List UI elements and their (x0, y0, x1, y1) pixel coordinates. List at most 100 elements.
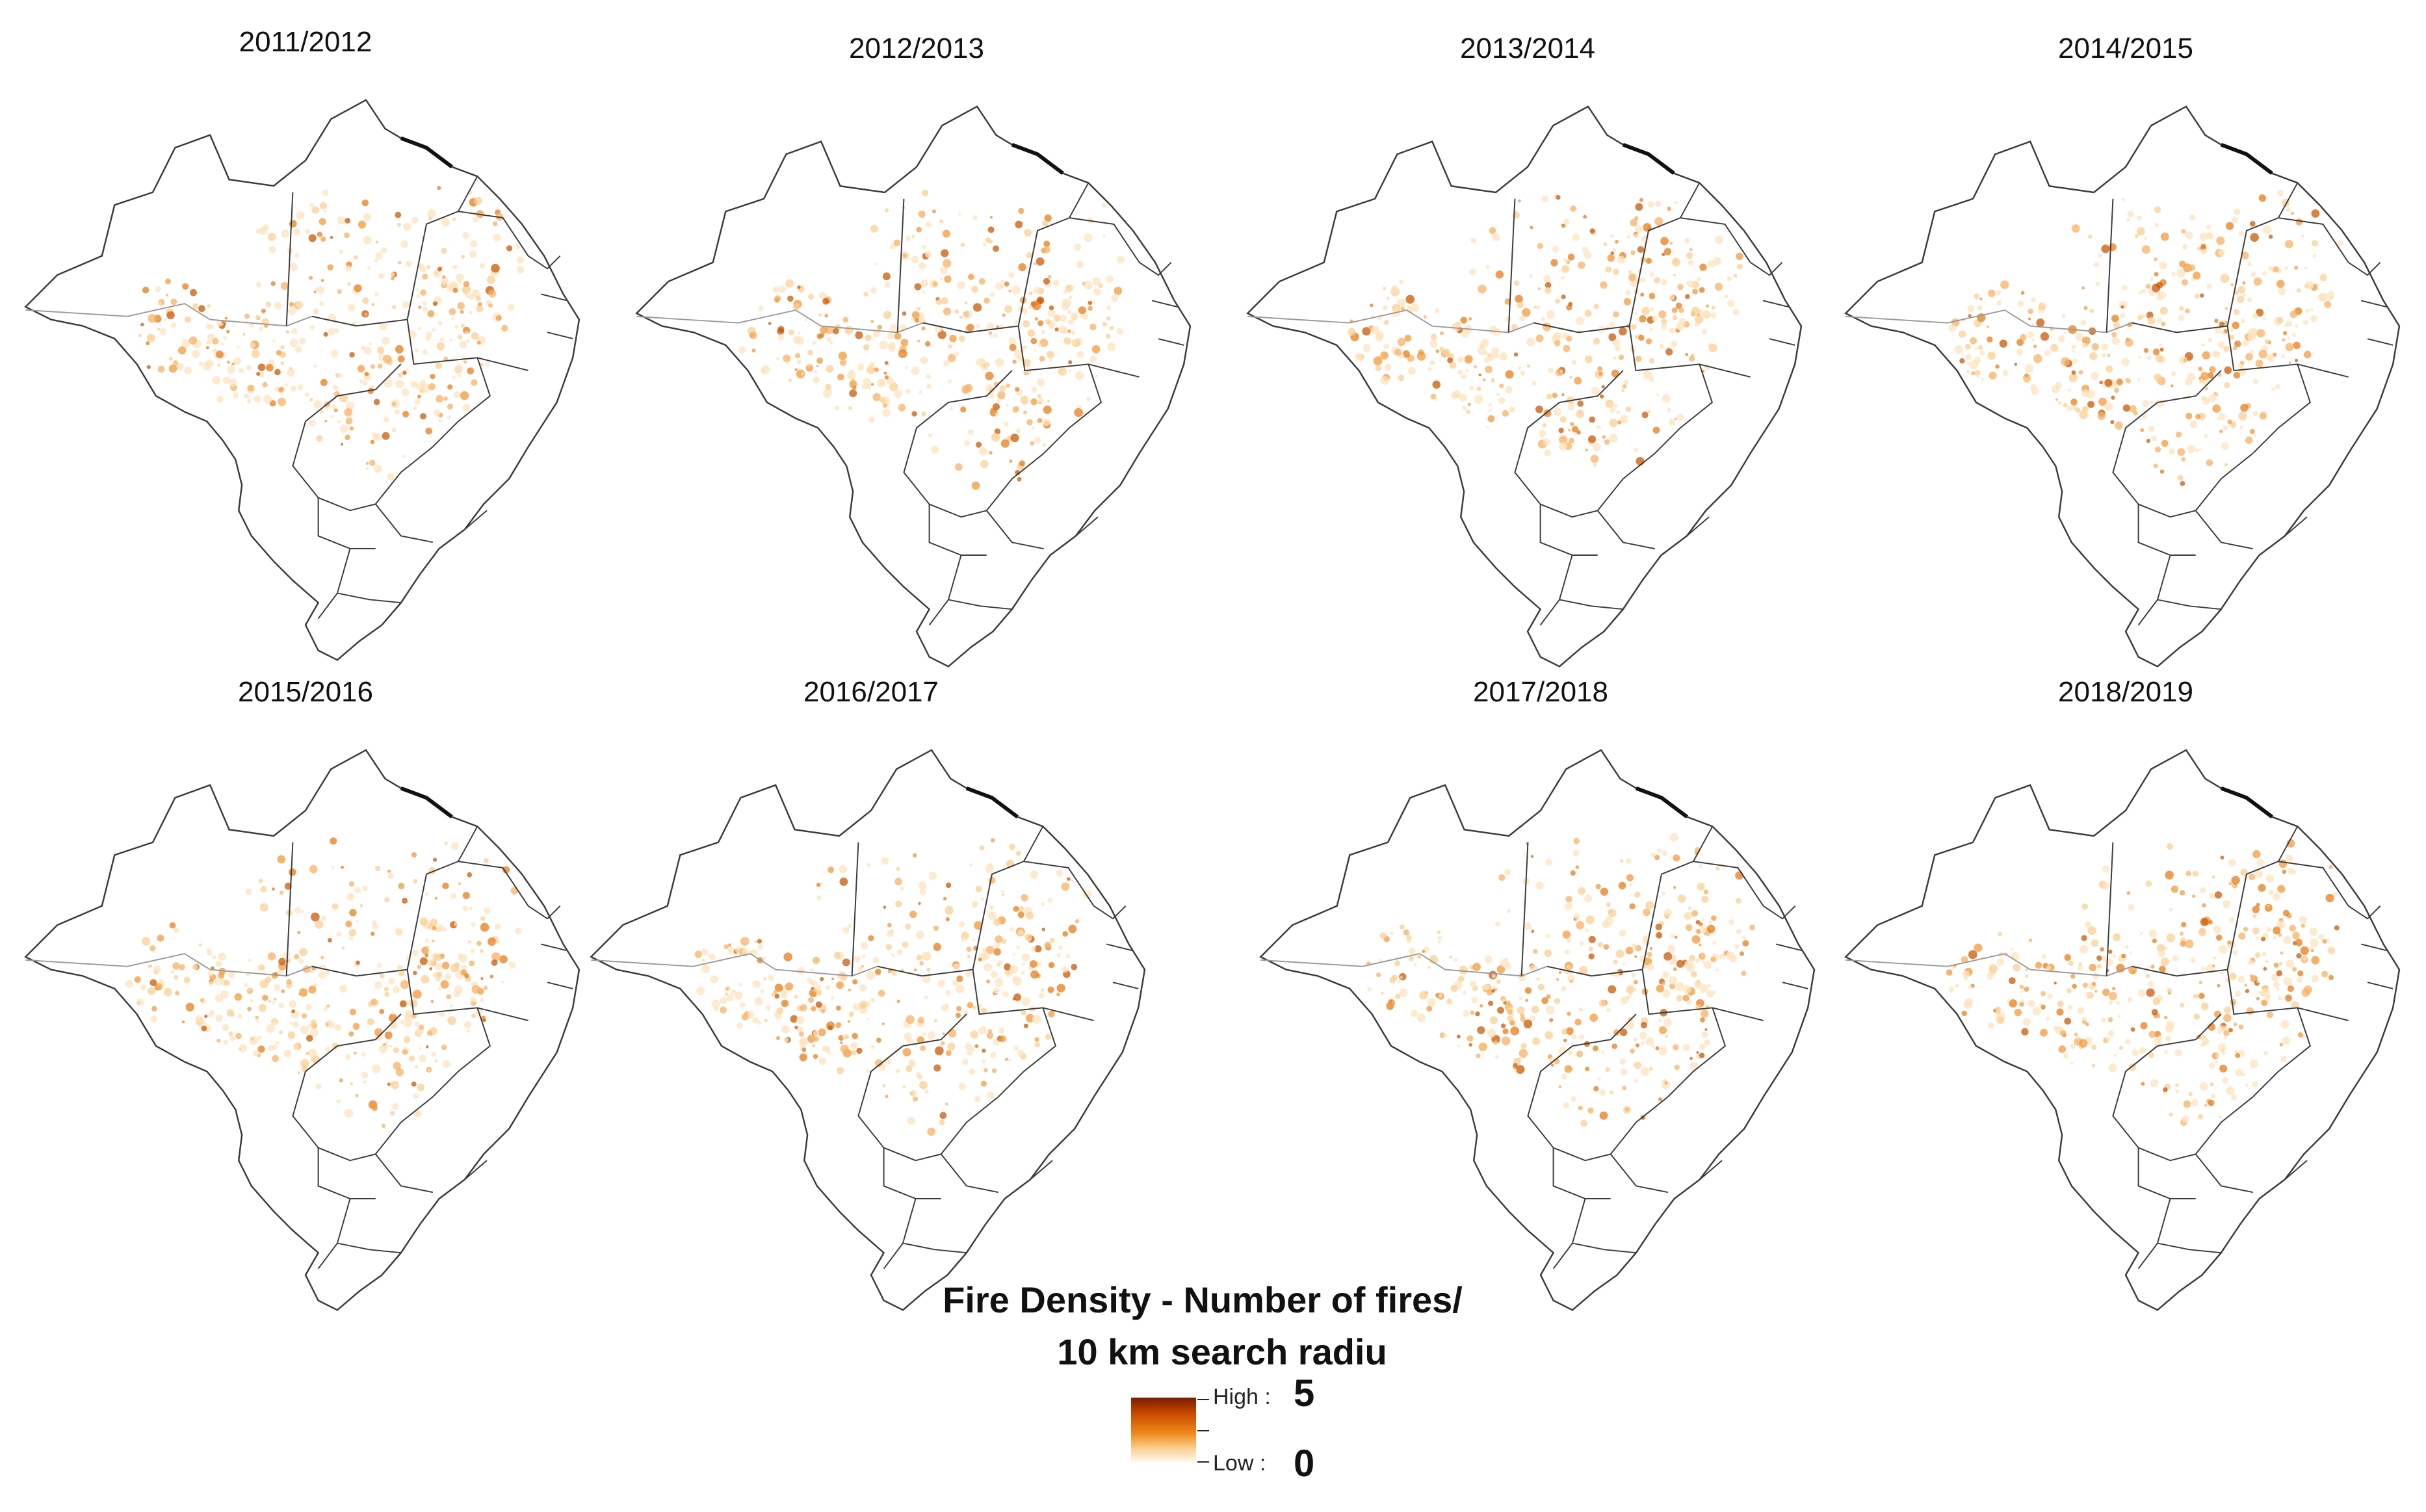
state-border (1558, 554, 1623, 610)
fire-density-spot (2081, 935, 2087, 941)
fire-density-spot (1959, 358, 1965, 364)
fire-density-spot (1480, 339, 1489, 348)
fire-density-spot (426, 265, 431, 269)
fire-density-spot (914, 283, 922, 291)
fire-density-spot (293, 1043, 300, 1050)
fire-density-spot (783, 1037, 789, 1043)
fire-density-spot (720, 1006, 727, 1014)
fire-density-spot (1608, 333, 1617, 341)
fire-density-spot (1579, 965, 1588, 975)
fire-density-spot (1567, 1050, 1573, 1056)
fire-density-spot (390, 272, 395, 277)
fire-density-spot (208, 981, 214, 986)
fire-density-spot (2310, 315, 2317, 322)
fire-density-spot (320, 410, 324, 413)
fire-density-spot (2177, 448, 2185, 456)
fire-density-spot (1694, 981, 1702, 989)
fire-density-spot (254, 395, 261, 403)
fire-density-spot (348, 1031, 354, 1037)
fire-density-spot (881, 1023, 885, 1026)
fire-density-spot (820, 882, 823, 886)
state-border (406, 826, 478, 970)
fire-density-spot (852, 1032, 858, 1039)
fire-density-spot (1487, 352, 1493, 358)
fire-density-spot (902, 1085, 906, 1088)
fire-density-spot (848, 989, 851, 992)
fire-density-spot (171, 322, 177, 328)
fire-density-spot (1088, 300, 1093, 306)
fire-density-spot (255, 315, 260, 320)
fire-density-spot (2145, 880, 2152, 887)
fire-density-spot (870, 998, 875, 1002)
fire-density-spot (1406, 938, 1412, 943)
fire-density-spot (1970, 337, 1977, 345)
state-border (1667, 1008, 1727, 1098)
fire-density-spot (2108, 1063, 2117, 1073)
fire-density-spot (774, 984, 783, 992)
fire-density-spot (323, 332, 328, 337)
fire-density-spot (215, 960, 222, 967)
fire-density-spot (1404, 334, 1412, 342)
fire-density-spot (964, 440, 970, 446)
fire-density-spot (1394, 960, 1400, 967)
fire-density-spot (2241, 1073, 2245, 1076)
fire-density-spot (483, 858, 489, 864)
fire-density-spot (275, 1041, 280, 1045)
fire-density-spot (256, 1020, 259, 1023)
fire-density-spot (1089, 323, 1097, 331)
fire-density-spot (1619, 414, 1628, 424)
fire-density-spot (982, 1059, 986, 1063)
state-border (1782, 982, 1808, 989)
fire-density-spot (2278, 933, 2282, 937)
fire-density-spot (870, 287, 877, 294)
fire-density-spot (993, 921, 996, 925)
fire-density-spot (1630, 324, 1637, 330)
fire-density-spot (1616, 410, 1621, 414)
fire-density-spot (223, 1039, 228, 1045)
fire-density-spot (244, 393, 250, 399)
fire-density-spot (379, 1009, 385, 1015)
fire-density-spot (2283, 935, 2292, 945)
fire-density-spot (1593, 304, 1600, 309)
fire-density-spot (381, 1123, 386, 1128)
fire-density-spot (2199, 448, 2202, 452)
fire-density-spot (309, 325, 315, 330)
fire-density-spot (422, 273, 428, 280)
fire-density-spot (2156, 281, 2163, 289)
fire-density-spot (701, 958, 705, 962)
fire-density-spot (2134, 234, 2139, 239)
fire-density-spot (1571, 1096, 1576, 1102)
fire-density-spot (1633, 987, 1637, 992)
fire-density-spot (2264, 904, 2273, 912)
fire-density-spot (1069, 295, 1073, 300)
fire-density-spot (945, 906, 954, 915)
fire-density-spot (2132, 1049, 2139, 1056)
fire-density-spot (831, 977, 835, 980)
map-panel-2015-2016: 2015/2016 (13, 676, 598, 1326)
fire-density-spot (2273, 981, 2280, 988)
fire-density-spot (1030, 970, 1039, 979)
fire-density-spot (887, 922, 892, 928)
fire-density-spot (2211, 350, 2219, 358)
fire-density-spot (349, 426, 354, 431)
fire-density-spot (816, 358, 824, 365)
fire-density-spot (2077, 1007, 2084, 1015)
fire-density-spot (1002, 313, 1006, 317)
fire-density-spot (1447, 357, 1454, 363)
fire-density-spot (906, 236, 911, 241)
fire-density-spot (2223, 425, 2228, 431)
fire-density-spot (2154, 373, 2162, 382)
fire-density-spot (1572, 233, 1580, 241)
state-border (928, 504, 987, 556)
fire-density-spot (1408, 948, 1416, 956)
fire-density-spot (1015, 850, 1021, 856)
fire-density-spot (1465, 369, 1469, 372)
fire-density-spot (807, 349, 814, 356)
fire-density-spot (1601, 385, 1605, 389)
fire-density-spot (2198, 993, 2205, 999)
fire-density-spot (955, 1013, 961, 1019)
fire-density-spot (294, 253, 300, 258)
fire-density-spot (896, 949, 903, 956)
fire-density-layer (1366, 833, 1756, 1127)
fire-density-spot (924, 1089, 929, 1094)
